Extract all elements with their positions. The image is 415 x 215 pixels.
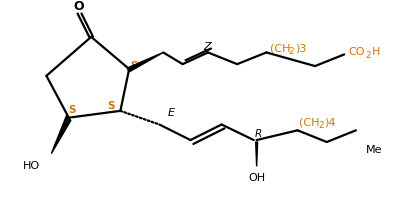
Text: CO: CO [348, 48, 365, 57]
Text: Z: Z [203, 42, 211, 52]
Text: )4: )4 [324, 118, 335, 127]
Text: HO: HO [23, 161, 40, 171]
Text: Me: Me [366, 145, 382, 155]
Text: (CH: (CH [270, 44, 291, 54]
Text: 2: 2 [366, 51, 371, 60]
Text: S: S [107, 101, 115, 111]
Text: H: H [371, 48, 380, 57]
Text: (CH: (CH [300, 118, 320, 127]
Text: O: O [73, 0, 84, 13]
Text: S: S [68, 105, 76, 115]
Text: )3: )3 [295, 44, 306, 54]
Text: OH: OH [248, 173, 265, 183]
Polygon shape [127, 52, 163, 72]
Text: 2: 2 [289, 47, 294, 56]
Text: S: S [130, 61, 138, 71]
Text: R: R [255, 129, 262, 139]
Text: E: E [168, 108, 174, 118]
Polygon shape [256, 142, 258, 166]
Polygon shape [51, 115, 71, 154]
Text: 2: 2 [318, 121, 324, 130]
